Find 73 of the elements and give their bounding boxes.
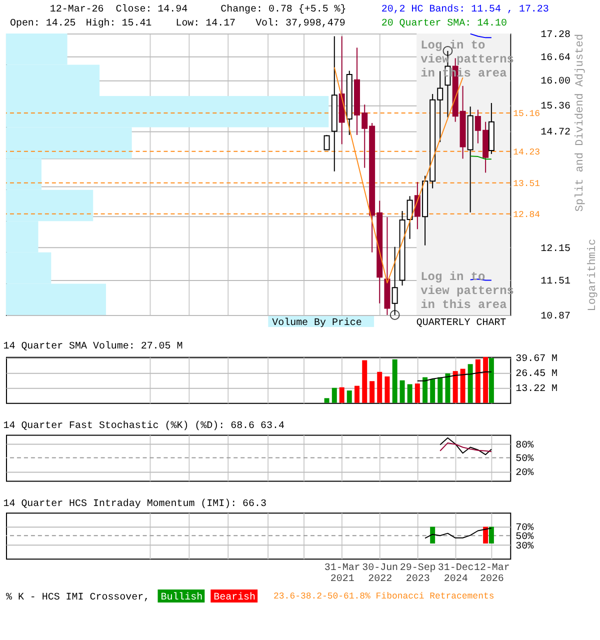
- y-tick-label: 15.36: [540, 100, 571, 112]
- y-tick-label: 11.51: [540, 276, 571, 287]
- x-tick-label: 30-Jun 2022: [362, 562, 398, 584]
- bar: [392, 359, 398, 403]
- x-tick-label: 29-Sep 2023: [400, 562, 436, 584]
- bar: [488, 358, 494, 403]
- text: 12-Mar-26: [50, 3, 104, 14]
- text: Vol: 37,998,479: [256, 17, 346, 28]
- bar: [468, 364, 473, 403]
- text: Close: 14.94: [116, 3, 188, 14]
- y-tick-label: 16.00: [540, 76, 571, 87]
- bar: [362, 360, 368, 403]
- text: Volume By Price: [272, 316, 362, 328]
- line-series: [424, 528, 492, 539]
- line-series: [440, 442, 492, 452]
- bar: [370, 381, 375, 403]
- bar: [483, 357, 488, 403]
- candlestick: [324, 134, 330, 150]
- y-tick-label: 26.45 M: [516, 368, 558, 380]
- text: Logarithmic: [587, 238, 600, 312]
- y-tick-label: 80%: [516, 439, 534, 450]
- y-tick-label: 16.64: [540, 52, 571, 63]
- text: 20,2 HC Bands: 11.54 , 17.23: [381, 3, 549, 14]
- text: Low: 14.17: [176, 17, 236, 28]
- y-tick-label: 17.28: [540, 28, 571, 40]
- text: 23.6-38.2-50-61.8% Fibonacci Retracements: [274, 592, 494, 602]
- line-series: [416, 371, 492, 382]
- bar: [422, 377, 428, 403]
- y-tick-label: 39.67 M: [516, 353, 558, 364]
- text: QUARTERLY CHART: [416, 316, 506, 328]
- text: Change: 0.78 {+5.5 %}: [220, 3, 346, 14]
- text: Bearish: [214, 592, 256, 603]
- bar: [460, 368, 466, 403]
- y-tick-label: 70%: [516, 522, 534, 533]
- y-tick-label: 30%: [516, 540, 534, 552]
- bar: [475, 359, 480, 403]
- x-tick-label: 31-Dec 2024: [438, 562, 474, 584]
- text: 20 Quarter SMA: 14.10: [381, 17, 508, 28]
- chart-title: 14 Quarter HCS Intraday Momentum (IMI): 66.3: [3, 498, 266, 509]
- text: Open: 14.25: [10, 17, 76, 28]
- x-tick-label: 12-Mar 2026: [474, 562, 510, 584]
- ref-line-label: 12.84: [513, 210, 540, 220]
- y-tick-label: 50%: [516, 453, 534, 464]
- bar: [438, 377, 443, 403]
- text: High: 15.41: [86, 17, 152, 28]
- y-tick-label: 13.22 M: [516, 383, 558, 394]
- y-tick-label: 14.72: [540, 126, 571, 138]
- bar: [430, 379, 436, 403]
- bar: [400, 380, 405, 403]
- bar: [346, 390, 352, 403]
- ref-line-label: 15.16: [513, 108, 540, 119]
- bar: [377, 372, 382, 403]
- bar: [354, 386, 360, 403]
- y-tick-label: 20%: [516, 467, 534, 478]
- text: Bullish: [160, 592, 203, 603]
- y-axis-title: Split and Dividend Adjusted: [574, 34, 587, 212]
- y-tick-label: 10.87: [540, 310, 571, 322]
- bar: [384, 376, 390, 403]
- ref-line-label: 13.51: [513, 178, 540, 189]
- bar: [332, 388, 337, 403]
- bar: [452, 371, 458, 403]
- ref-line-label: 14.23: [513, 147, 540, 158]
- bar: [407, 384, 412, 403]
- chart-title: 14 Quarter Fast Stochastic (%K) (%D): 68.6 63.4: [3, 420, 284, 432]
- x-tick-label: 31-Mar 2021: [324, 562, 360, 584]
- bar: [445, 373, 450, 403]
- text: % K - HCS IMI Crossover,: [6, 592, 150, 603]
- bar: [339, 387, 344, 403]
- y-tick-label: 50%: [516, 531, 534, 542]
- bar: [324, 398, 330, 403]
- chart-title: 14 Quarter SMA Volume: 27.05 M: [3, 340, 183, 352]
- bar: [414, 384, 420, 403]
- y-tick-label: 12.15: [540, 242, 571, 254]
